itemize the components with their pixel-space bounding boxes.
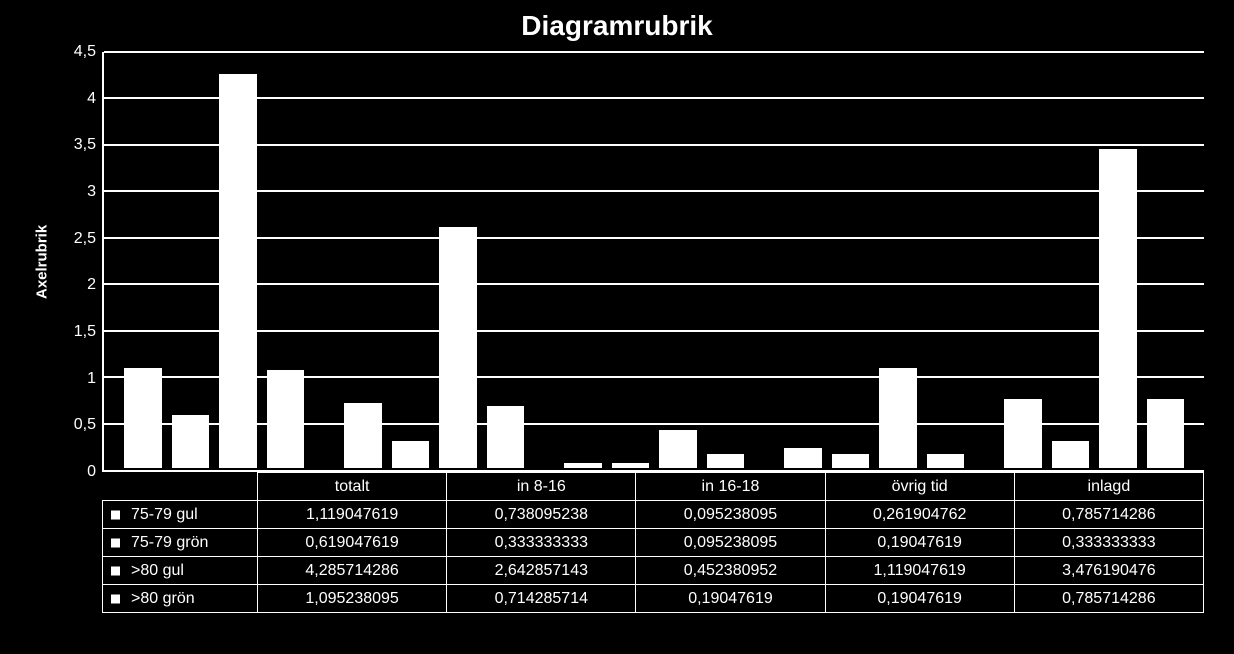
y-tick-label: 2,5 [74,230,96,248]
data-table-wrap: totalt in 8-16 in 16-18 övrig tid inlagd… [102,472,1204,613]
category-header: in 8-16 [447,473,636,501]
plot-area [102,52,1204,472]
chart-body: Axelrubrik 00,511,522,533,544,5 [30,52,1204,472]
table-cell: 0,19047619 [636,585,825,613]
bar [217,72,259,470]
category-header-row: totalt in 8-16 in 16-18 övrig tid inlagd [103,473,1204,501]
table-row: >80 grön1,0952380950,7142857140,19047619… [103,585,1204,613]
gridline [104,423,1204,425]
table-cell: 0,19047619 [825,585,1014,613]
bar [925,452,967,470]
gridline [104,283,1204,285]
bar [705,452,747,470]
bar [782,446,824,470]
y-axis-label: Axelrubrik [30,52,54,472]
table-cell: 4,285714286 [258,557,447,585]
series-name: 75-79 grön [131,534,208,551]
bar-group [544,52,764,470]
category-header: in 16-18 [636,473,825,501]
table-cell: 0,452380952 [636,557,825,585]
bar [265,368,307,470]
legend-marker-icon [111,566,120,575]
table-cell: 2,642857143 [447,557,636,585]
legend-marker-icon [111,538,120,547]
table-row: 75-79 gul 1,1190476190,7380952380,0952380… [103,501,1204,529]
series-row-header: 75-79 grön [103,529,258,557]
y-tick-label: 0,5 [74,416,96,434]
table-cell: 0,261904762 [825,501,1014,529]
bar-group [104,52,324,470]
y-tick-label: 3,5 [74,136,96,154]
bar [342,401,384,470]
series-name: >80 grön [131,590,195,607]
bar [1002,397,1044,470]
series-row-header: >80 grön [103,585,258,613]
table-cell: 0,619047619 [258,529,447,557]
bar [877,366,919,470]
table-cell: 1,119047619 [825,557,1014,585]
category-header: övrig tid [825,473,1014,501]
series-name: >80 gul [131,562,184,579]
table-cell: 0,19047619 [825,529,1014,557]
bar [485,404,527,470]
table-row: 75-79 grön0,6190476190,3333333330,095238… [103,529,1204,557]
bar [170,413,212,471]
table-corner-spacer [103,473,258,501]
table-cell: 0,714285714 [447,585,636,613]
gridline [104,144,1204,146]
gridline [104,51,1204,53]
bar [657,428,699,470]
series-name: 75-79 gul [131,506,198,523]
table-cell: 1,095238095 [258,585,447,613]
y-tick-label: 3 [87,183,96,201]
gridline [104,237,1204,239]
table-cell: 0,785714286 [1014,501,1203,529]
series-row-header: >80 gul [103,557,258,585]
legend-marker-icon [111,594,120,603]
bar [1050,439,1092,470]
y-tick-label: 2 [87,276,96,294]
bar [437,225,479,470]
series-row-header: 75-79 gul [103,501,258,529]
bar-group [984,52,1204,470]
plot-groups [104,52,1204,470]
bar-group [324,52,544,470]
bar [562,461,604,470]
bar [1097,147,1139,470]
bar [830,452,872,470]
bar [610,461,652,470]
table-cell: 1,119047619 [258,501,447,529]
y-tick-label: 0 [87,463,96,481]
table-cell: 0,333333333 [1014,529,1203,557]
gridline [104,97,1204,99]
chart-container: Diagramrubrik Axelrubrik 0 0,5 1 1,5 2 2,5 3 3,… [0,0,1234,654]
bar [1145,397,1187,470]
gridline [104,190,1204,192]
table-cell: 0,738095238 [447,501,636,529]
data-table: totalt in 8-16 in 16-18 övrig tid inlagd… [102,472,1204,613]
category-header: inlagd [1014,473,1203,501]
y-tick-label: 4,5 [74,43,96,61]
category-header: totalt [258,473,447,501]
table-cell: 0,333333333 [447,529,636,557]
bar-group [764,52,984,470]
table-row: >80 gul 4,2857142862,6428571430,452380952… [103,557,1204,585]
bar [390,439,432,470]
bar [122,366,164,470]
gridline [104,330,1204,332]
table-cell: 0,095238095 [636,529,825,557]
gridline [104,376,1204,378]
legend-marker-icon [111,510,120,519]
table-cell: 3,476190476 [1014,557,1203,585]
y-tick-label: 1,5 [74,323,96,341]
y-tick-label: 1 [87,370,96,388]
table-cell: 0,095238095 [636,501,825,529]
y-tick-label: 4 [87,90,96,108]
chart-title: Diagramrubrik [30,10,1204,42]
table-cell: 0,785714286 [1014,585,1203,613]
y-axis-ticks: 00,511,522,533,544,5 [54,52,102,472]
